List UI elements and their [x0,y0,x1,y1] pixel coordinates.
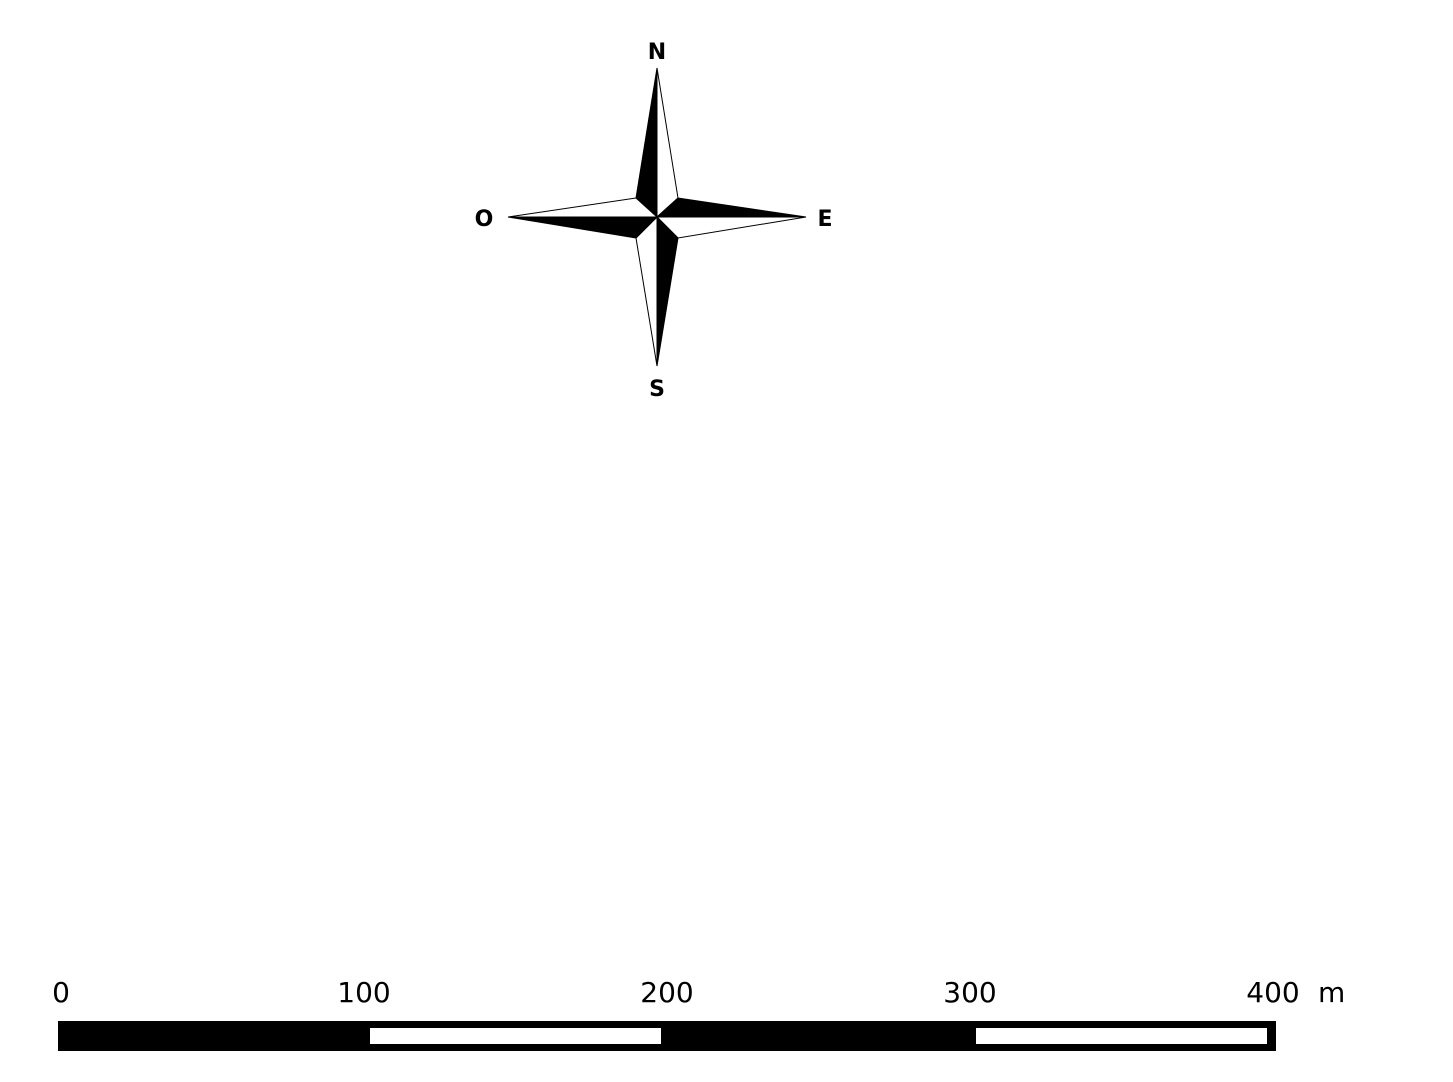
scale-tick-0: 0 [52,976,70,1009]
east-arm-dark [655,197,807,218]
scale-segment-light [976,1028,1267,1044]
compass-label-west: O [475,207,494,232]
scale-tick-300: 300 [943,976,996,1009]
north-arm-light [656,67,679,219]
scale-segments [58,1021,1276,1051]
south-arm-dark [656,215,679,367]
west-arm-dark [507,216,659,239]
east-arm-light [655,216,807,239]
compass-label-east: E [817,207,832,232]
scale-tick-100: 100 [337,976,390,1009]
compass-label-south: S [649,377,665,402]
north-arm-dark [635,67,658,219]
scale-tick-400: 400 [1246,976,1299,1009]
scale-bar: 0 100 200 300 400 m [52,976,1345,1051]
scale-segment-light [370,1028,661,1044]
scale-tick-200: 200 [640,976,693,1009]
south-arm-light [635,215,658,367]
scale-unit-label: m [1318,976,1345,1009]
west-arm-light [507,197,659,218]
scale-tick-labels: 0 100 200 300 400 [52,976,1300,1009]
compass-label-north: N [648,40,666,65]
compass-rose: N E S O [475,40,833,402]
